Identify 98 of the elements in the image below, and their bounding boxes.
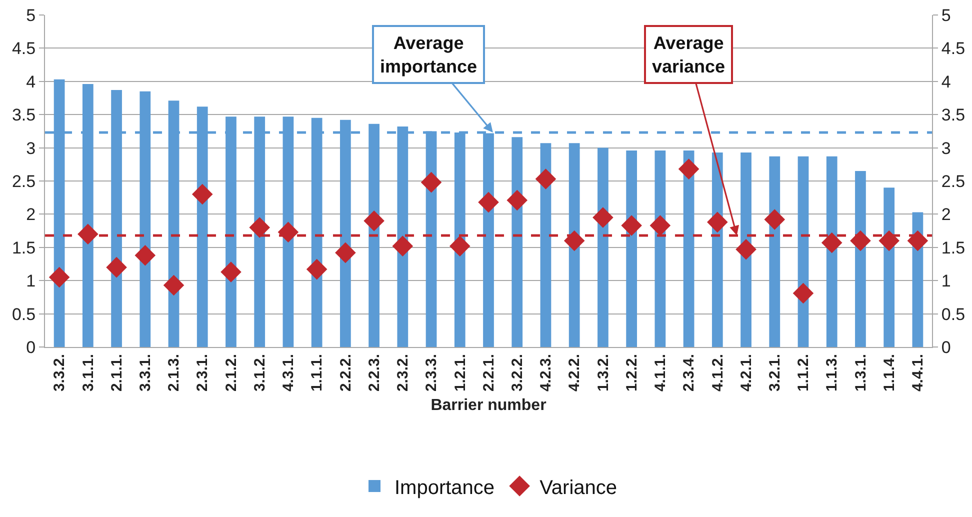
legend-label: Importance [394,476,495,499]
x-tick-label: 4.2.1. [738,354,755,392]
point [878,230,900,252]
x-tick-label: 2.1.3. [166,354,183,392]
x-tick-label: 1.3.1. [852,354,870,392]
point [592,207,614,228]
point [792,282,814,304]
y2-tick-label: 2 [941,205,951,224]
y-tick-label: 5 [26,6,36,25]
point [192,184,213,205]
y2-tick-label: 5 [941,6,951,25]
x-tick-label: 3.3.1. [137,354,154,392]
x-tick-label: 2.3.2. [394,354,412,392]
ref-line-label: Average variance [652,33,726,76]
point [364,210,384,232]
x-tick-label: 1.1.4. [880,354,898,392]
bar [769,156,780,347]
point [478,192,499,213]
x-tick-label: 4.3.1. [280,354,298,392]
x-tick-label: 2.3.4. [680,354,698,392]
x-tick-label: 1.1.2. [795,354,812,392]
legend-label: Variance [540,476,618,499]
x-tick-label: 2.1.2. [222,354,240,392]
point [678,158,700,180]
point [535,168,556,190]
y-tick-label: 3 [26,138,36,158]
point [449,236,470,256]
y-tick-label: 1 [26,272,36,291]
x-tick-label: 1.1.1. [308,354,326,392]
bar [826,156,838,347]
x-tick-label: 2.1.1. [108,354,126,392]
y-tick-label: 0 [26,338,36,357]
point [506,190,528,211]
bar [654,150,666,347]
y-tick-label: 1.5 [12,238,36,258]
x-tick-label: 4.1.2. [709,354,726,392]
point [564,230,585,252]
y2-tick-label: 2.5 [941,172,966,191]
point [821,232,842,254]
x-axis-title: Barrier number [430,397,546,414]
x-tick-label: 3.1.1. [80,354,97,392]
x-tick-label: 4.2.2. [566,354,584,392]
x-tick-label: 4.4.1. [910,354,927,392]
x-tick-label: 4.2.3. [538,354,555,392]
bar [626,150,637,347]
point [650,215,671,236]
x-tick-label: 3.1.2. [251,354,268,392]
x-tick-label: 1.3.2. [594,354,612,392]
x-tick-label: 4.1.1. [652,354,670,392]
x-tick-label: 1.2.1. [452,354,469,392]
point [48,266,70,288]
point [278,222,299,243]
y2-tick-label: 4 [941,72,951,92]
point [907,230,928,252]
point [163,274,184,296]
y-tick-label: 4 [26,72,36,92]
y2-tick-label: 0.5 [941,304,966,324]
bar [512,137,523,347]
y-tick-label: 3.5 [12,106,36,125]
point [220,262,242,282]
x-tick-label: 3.2.2. [508,354,526,392]
ref-line-label: Average importance [380,33,478,76]
bar [884,188,895,347]
y2-tick-label: 4.5 [941,39,966,58]
y2-tick-label: 3 [941,138,951,158]
point [106,256,127,278]
bar [740,152,752,347]
x-tick-label: 2.2.2. [337,354,354,392]
x-tick-label: 2.2.1. [480,354,498,392]
point [707,212,728,233]
point [306,258,328,280]
point [736,238,756,260]
point [420,172,442,193]
x-tick-label: 1.1.3. [824,354,841,392]
point [621,215,642,236]
point [850,230,871,252]
point [764,209,786,230]
y2-tick-label: 1.5 [941,238,966,258]
x-tick-label: 1.2.2. [623,354,640,392]
point [392,236,414,256]
point [335,242,356,264]
y2-tick-label: 3.5 [941,106,966,125]
y2-tick-label: 1 [941,272,951,291]
x-tick-label: 2.3.3. [423,354,440,392]
bar [855,171,866,347]
point [134,244,156,266]
point [249,217,270,238]
x-tick-label: 2.3.1. [194,354,212,392]
y-tick-label: 2 [26,205,36,224]
x-tick-label: 3.2.1. [766,354,784,392]
y-tick-label: 0.5 [12,304,36,324]
x-tick-label: 3.3.2. [51,354,68,392]
y2-tick-label: 0 [941,338,951,357]
bar [568,143,580,347]
bar [598,148,608,347]
y-tick-label: 2.5 [12,172,36,191]
y-tick-label: 4.5 [12,39,36,58]
x-tick-label: 2.2.3. [366,354,383,392]
